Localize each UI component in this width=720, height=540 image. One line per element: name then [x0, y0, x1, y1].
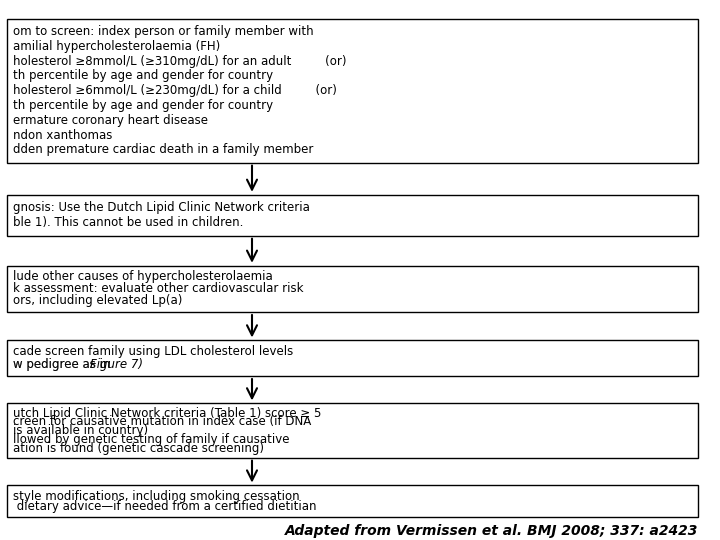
- Bar: [7, 266, 698, 312]
- Text: ermature coronary heart disease: ermature coronary heart disease: [13, 114, 208, 127]
- Text: om to screen: index person or family member with: om to screen: index person or family mem…: [13, 25, 314, 38]
- Text: w pedigree as in  Figure 7): w pedigree as in Figure 7): [13, 358, 168, 371]
- Text: w pedigree as in: w pedigree as in: [13, 358, 117, 371]
- Text: amilial hypercholesterolaemia (FH): amilial hypercholesterolaemia (FH): [13, 40, 220, 53]
- Text: cade screen family using LDL cholesterol levels: cade screen family using LDL cholesterol…: [13, 346, 293, 359]
- Text: llowed by genetic testing of family if causative: llowed by genetic testing of family if c…: [13, 433, 289, 446]
- Text: Figure 7): Figure 7): [91, 358, 143, 371]
- Text: holesterol ≥6mmol/L (≥230mg/dL) for a child         (or): holesterol ≥6mmol/L (≥230mg/dL) for a ch…: [13, 84, 337, 97]
- Text: ndon xanthomas: ndon xanthomas: [13, 129, 112, 141]
- Text: dden premature cardiac death in a family member: dden premature cardiac death in a family…: [13, 144, 313, 157]
- Text: style modifications, including smoking cessation: style modifications, including smoking c…: [13, 490, 300, 503]
- Text: creen for causative mutation in index case (if DNA: creen for causative mutation in index ca…: [13, 415, 311, 428]
- Text: ors, including elevated Lp(a): ors, including elevated Lp(a): [13, 294, 182, 307]
- Bar: [7, 195, 698, 236]
- Text: Adapted from Vermissen et al. BMJ 2008; 337: a2423: Adapted from Vermissen et al. BMJ 2008; …: [285, 524, 698, 538]
- Text: is available in country): is available in country): [13, 424, 148, 437]
- Bar: [7, 485, 698, 517]
- Text: utch Lipid Clinic Network criteria (Table 1) score ≥ 5: utch Lipid Clinic Network criteria (Tabl…: [13, 407, 321, 420]
- Text: k assessment: evaluate other cardiovascular risk: k assessment: evaluate other cardiovascu…: [13, 282, 303, 295]
- Text: holesterol ≥8mmol/L (≥310mg/dL) for an adult         (or): holesterol ≥8mmol/L (≥310mg/dL) for an a…: [13, 55, 346, 68]
- Text: dietary advice—if needed from a certified dietitian: dietary advice—if needed from a certifie…: [13, 501, 317, 514]
- Text: th percentile by age and gender for country: th percentile by age and gender for coun…: [13, 69, 273, 83]
- Text: ble 1). This cannot be used in children.: ble 1). This cannot be used in children.: [13, 217, 243, 230]
- Bar: [7, 340, 698, 376]
- Bar: [7, 403, 698, 458]
- Text: w pedigree as in: w pedigree as in: [13, 358, 117, 371]
- Text: th percentile by age and gender for country: th percentile by age and gender for coun…: [13, 99, 273, 112]
- Bar: [7, 19, 698, 163]
- Text: lude other causes of hypercholesterolaemia: lude other causes of hypercholesterolaem…: [13, 271, 273, 284]
- Text: ation is found (genetic cascade screening): ation is found (genetic cascade screenin…: [13, 442, 264, 455]
- Text: gnosis: Use the Dutch Lipid Clinic Network criteria: gnosis: Use the Dutch Lipid Clinic Netwo…: [13, 201, 310, 214]
